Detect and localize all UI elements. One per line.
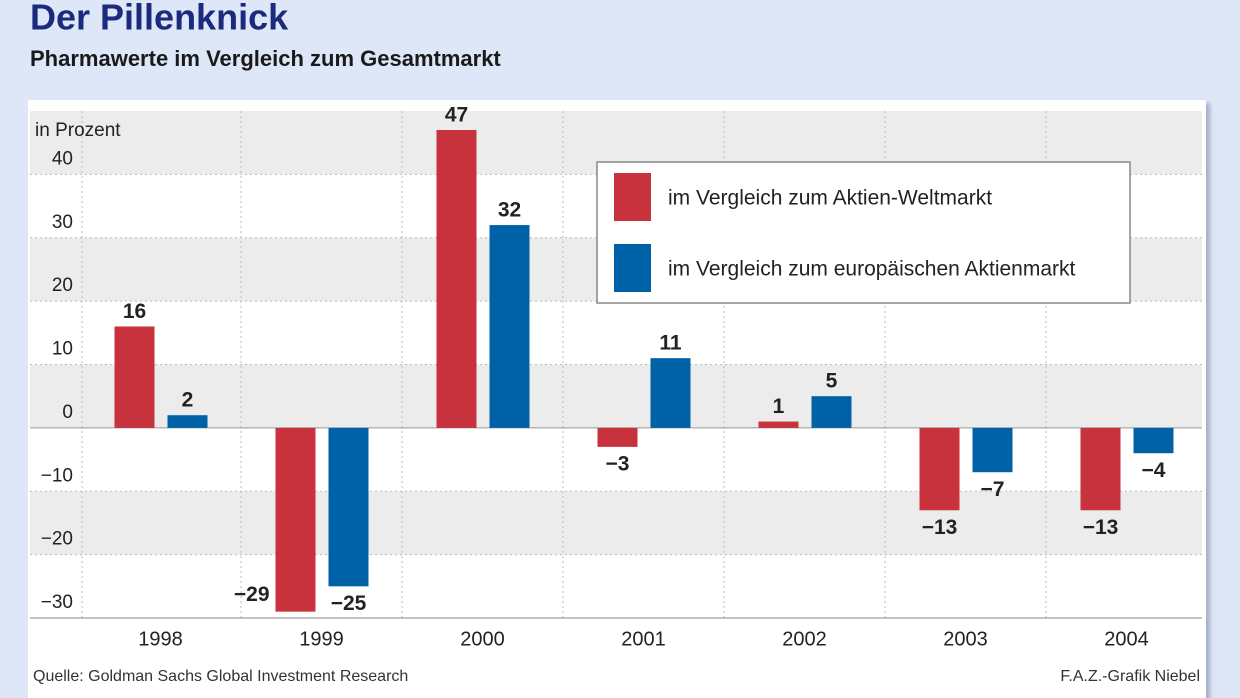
bar — [1133, 427, 1174, 454]
x-tick-label: 2004 — [1104, 628, 1149, 650]
grid-band — [30, 364, 1202, 428]
x-tick-label: 2001 — [621, 628, 666, 650]
legend-label: im Vergleich zum europäischen Aktienmark… — [668, 258, 1076, 281]
bar — [597, 427, 638, 447]
x-tick-label: 2000 — [460, 628, 505, 650]
y-axis-label: in Prozent — [35, 120, 121, 141]
y-tick-label: 40 — [52, 148, 73, 169]
y-tick-label: 20 — [52, 275, 73, 296]
value-label: 2 — [182, 389, 194, 412]
bar — [758, 421, 799, 428]
bar — [489, 225, 530, 428]
x-tick-label: 2003 — [943, 628, 988, 650]
value-label: 11 — [659, 332, 682, 355]
bar — [1080, 427, 1121, 511]
value-label: 16 — [123, 300, 146, 323]
value-label: −7 — [981, 478, 1005, 501]
y-tick-label: 0 — [62, 402, 73, 423]
y-tick-label: −30 — [41, 592, 73, 613]
legend-box — [596, 161, 1131, 304]
value-label: −13 — [1083, 516, 1119, 539]
bar — [114, 326, 155, 428]
value-label: 47 — [445, 104, 468, 127]
legend-swatch — [614, 244, 651, 292]
y-tick-label: −10 — [41, 465, 73, 486]
value-label: 1 — [773, 395, 785, 418]
grid-band — [30, 491, 1202, 555]
value-label: −25 — [331, 592, 367, 615]
bar — [972, 427, 1013, 473]
legend-swatch — [614, 173, 651, 221]
credit-note: F.A.Z.-Grafik Niebel — [1060, 668, 1200, 685]
x-tick-label: 2002 — [782, 628, 827, 650]
x-tick-label: 1999 — [299, 628, 344, 650]
value-label: 5 — [826, 370, 838, 393]
value-label: 32 — [498, 199, 521, 222]
y-tick-label: 10 — [52, 339, 73, 360]
legend-label: im Vergleich zum Aktien-Weltmarkt — [668, 187, 992, 210]
value-label: −3 — [606, 452, 630, 475]
y-tick-label: −20 — [41, 529, 73, 550]
chart-title: Der Pillenknick — [30, 0, 289, 38]
bar — [650, 358, 691, 428]
chart-subtitle: Pharmawerte im Vergleich zum Gesamtmarkt — [30, 46, 501, 71]
value-label: −29 — [234, 583, 270, 606]
bar — [328, 427, 369, 587]
bar — [167, 415, 208, 428]
bar — [275, 427, 316, 612]
y-tick-label: 30 — [52, 212, 73, 233]
bar — [919, 427, 960, 511]
value-label: −4 — [1142, 459, 1166, 482]
value-label: −13 — [922, 516, 958, 539]
source-note: Quelle: Goldman Sachs Global Investment … — [33, 668, 408, 685]
x-tick-label: 1998 — [138, 628, 183, 650]
bar — [436, 130, 477, 428]
bar — [811, 396, 852, 428]
